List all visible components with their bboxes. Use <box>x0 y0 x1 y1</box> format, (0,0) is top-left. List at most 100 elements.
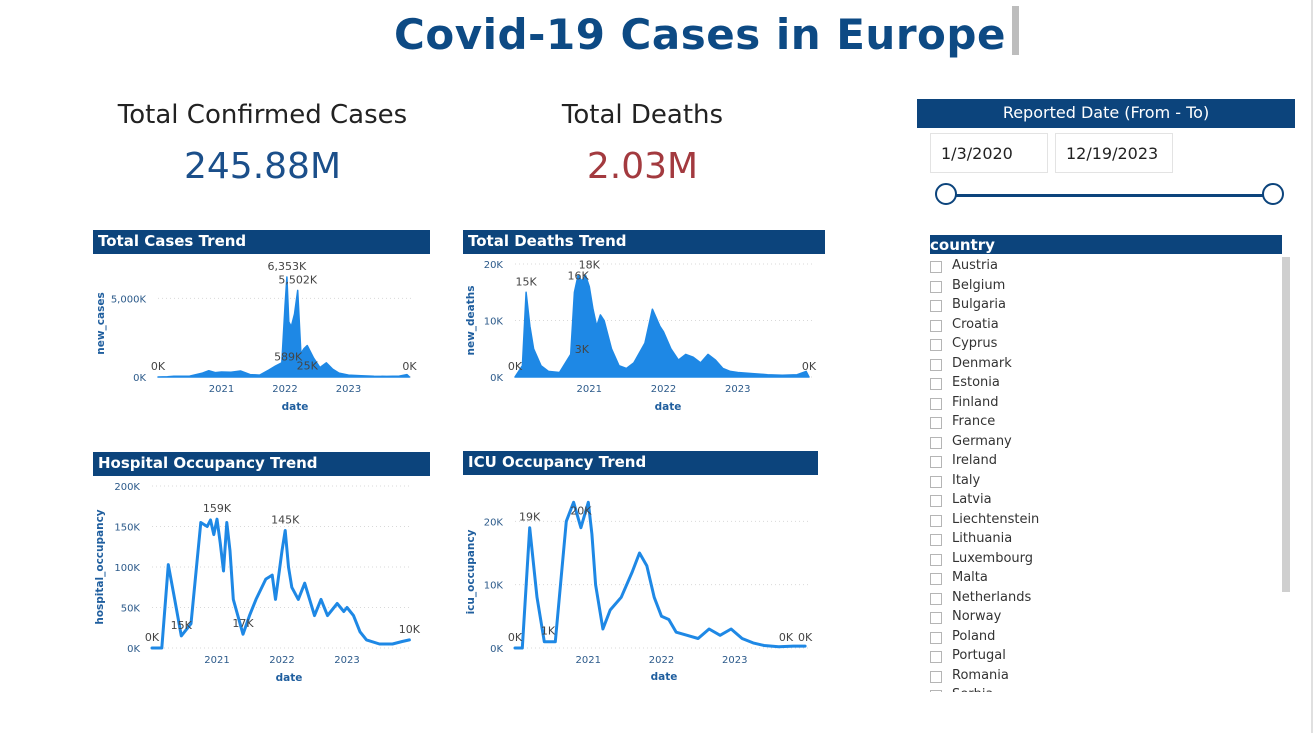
checkbox[interactable] <box>930 358 942 371</box>
checkbox[interactable] <box>930 573 942 585</box>
checkbox[interactable] <box>930 553 942 566</box>
data-label: 0K <box>151 360 166 373</box>
checkbox[interactable] <box>930 534 942 546</box>
country-label: Belgium <box>952 277 1006 293</box>
checkbox[interactable] <box>930 495 942 507</box>
data-label: 15K <box>171 619 193 632</box>
data-label: 25K <box>297 360 319 373</box>
y-tick-label: 0K <box>127 644 140 655</box>
country-label: France <box>952 414 996 429</box>
y-tick-label: 50K <box>121 604 141 615</box>
checkbox[interactable] <box>930 300 942 312</box>
checkbox[interactable] <box>930 651 942 663</box>
data-label: 0K <box>802 360 817 373</box>
x-tick-label: 2021 <box>209 384 234 395</box>
y-tick-label: 0K <box>490 644 503 655</box>
cases-trend-panel: Total Cases Trend <box>93 230 430 415</box>
checkbox[interactable] <box>930 690 942 692</box>
data-label: 0K <box>779 631 794 644</box>
data-label: 0K <box>508 360 523 373</box>
country-label: Romania <box>952 667 1009 683</box>
data-label: 18K <box>579 258 601 271</box>
x-axis-label: date <box>276 672 303 684</box>
checkbox[interactable] <box>930 261 942 273</box>
checkbox[interactable] <box>930 339 942 351</box>
x-tick-label: 2023 <box>334 655 359 666</box>
checkbox[interactable] <box>930 475 942 488</box>
title-accent-bar <box>1012 6 1019 55</box>
checkbox[interactable] <box>930 592 942 605</box>
page-title: Covid-19 Cases in Europe <box>394 10 1006 59</box>
checkbox[interactable] <box>930 397 942 410</box>
y-axis-label: new_deaths <box>465 285 477 355</box>
country-label: Croatia <box>952 316 999 332</box>
date-from-input[interactable]: 1/3/2020 <box>930 133 1048 173</box>
country-label: Luxembourg <box>952 550 1034 566</box>
country-label: Portugal <box>952 648 1006 663</box>
country-label: Serbia <box>952 687 993 692</box>
kpi-deaths-value: 2.03M <box>586 146 699 187</box>
checkbox[interactable] <box>930 319 942 332</box>
x-tick-label: 2023 <box>725 384 750 395</box>
checkbox[interactable] <box>930 417 942 429</box>
country-label: Cyprus <box>952 336 998 351</box>
checkbox[interactable] <box>930 612 942 624</box>
country-label: Ireland <box>952 453 997 468</box>
data-label: 16K <box>568 270 590 283</box>
x-tick-label: 2023 <box>336 384 361 395</box>
kpi-confirmed-label: Total Confirmed Cases <box>117 100 408 130</box>
x-tick-label: 2021 <box>577 384 602 395</box>
country-label: Malta <box>952 570 988 585</box>
checkbox[interactable] <box>930 631 942 644</box>
series-area <box>157 276 411 378</box>
checkbox[interactable] <box>930 378 942 390</box>
series-area <box>514 274 810 378</box>
data-label: 6,353K <box>268 260 307 273</box>
x-tick-label: 2022 <box>649 655 674 666</box>
checkbox[interactable] <box>930 280 942 293</box>
y-tick-label: 150K <box>114 523 140 534</box>
y-axis-label: new_cases <box>95 292 107 354</box>
data-label: 17K <box>232 617 254 630</box>
x-tick-label: 2021 <box>576 655 601 666</box>
date-range-handle-from[interactable] <box>935 183 957 205</box>
country-label: Norway <box>952 609 1002 624</box>
kpi-confirmed-value: 245.88M <box>183 146 342 187</box>
date-range-track[interactable] <box>946 194 1273 197</box>
date-to-input[interactable]: 12/19/2023 <box>1055 133 1173 173</box>
data-label: 589K <box>274 351 303 364</box>
y-axis-label: hospital_occupancy <box>94 509 106 624</box>
data-label: 10K <box>399 623 421 636</box>
date-slicer-title: Reported Date (From - To) <box>917 99 1295 128</box>
country-label: Italy <box>952 472 981 488</box>
data-label: 1K <box>541 625 556 638</box>
country-label: Austria <box>952 258 998 273</box>
y-axis-label: icu_occupancy <box>465 529 477 614</box>
country-label: Estonia <box>952 375 1000 390</box>
checkbox[interactable] <box>930 514 942 527</box>
y-tick-label: 200K <box>114 482 140 493</box>
data-label: 3K <box>575 343 590 356</box>
data-label: 0K <box>402 360 417 373</box>
checkbox[interactable] <box>930 670 942 683</box>
y-tick-label: 20K <box>484 260 504 271</box>
x-tick-label: 2021 <box>204 655 229 666</box>
x-tick-label: 2022 <box>651 384 676 395</box>
x-axis-label: date <box>651 671 678 683</box>
checkbox[interactable] <box>930 436 942 449</box>
panel-title: Total Deaths Trend <box>463 230 825 254</box>
panel-title: ICU Occupancy Trend <box>463 451 818 475</box>
hospital-trend-panel: Hospital Occupancy Trend <box>93 452 430 687</box>
data-label: 5,502K <box>278 273 317 286</box>
deaths-trend-panel: Total Deaths Trend <box>463 230 825 415</box>
checkbox[interactable] <box>930 456 942 468</box>
date-range-handle-to[interactable] <box>1262 183 1284 205</box>
data-label: 0K <box>508 631 523 644</box>
x-axis-label: date <box>282 401 309 413</box>
country-label: Finland <box>952 394 999 410</box>
panel-title: Total Cases Trend <box>93 230 430 254</box>
country-list-scrollbar[interactable] <box>1282 257 1290 592</box>
data-label: 159K <box>203 502 232 515</box>
y-tick-label: 100K <box>114 563 140 574</box>
